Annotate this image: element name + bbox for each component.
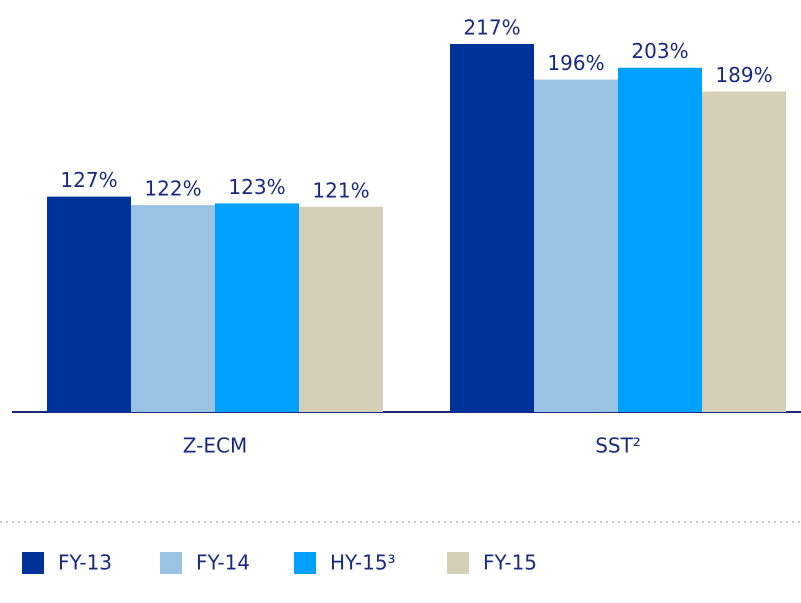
bar [702,91,786,412]
bar [534,79,618,412]
value-label: 189% [715,63,772,87]
legend-label: FY-14 [196,551,250,575]
x-tick-label: Z-ECM [183,434,247,458]
value-label: 196% [547,51,604,75]
bar [618,67,702,412]
value-label: 217% [463,16,520,40]
legend-swatch [22,552,44,574]
value-label: 121% [312,178,369,202]
legend-label: FY-13 [58,551,112,575]
legend-label: HY-15³ [330,551,396,575]
legend-swatch [294,552,316,574]
bar [47,196,131,412]
legend-label: FY-15 [483,551,537,575]
bar [215,203,299,412]
bar [131,205,215,412]
bar [450,44,534,412]
value-label: 127% [60,168,117,192]
legend-swatch [160,552,182,574]
value-label: 122% [144,177,201,201]
value-label: 123% [228,175,285,199]
x-tick-label: SST² [595,434,641,458]
value-label: 203% [631,39,688,63]
bar [299,206,383,412]
legend-swatch [447,552,469,574]
